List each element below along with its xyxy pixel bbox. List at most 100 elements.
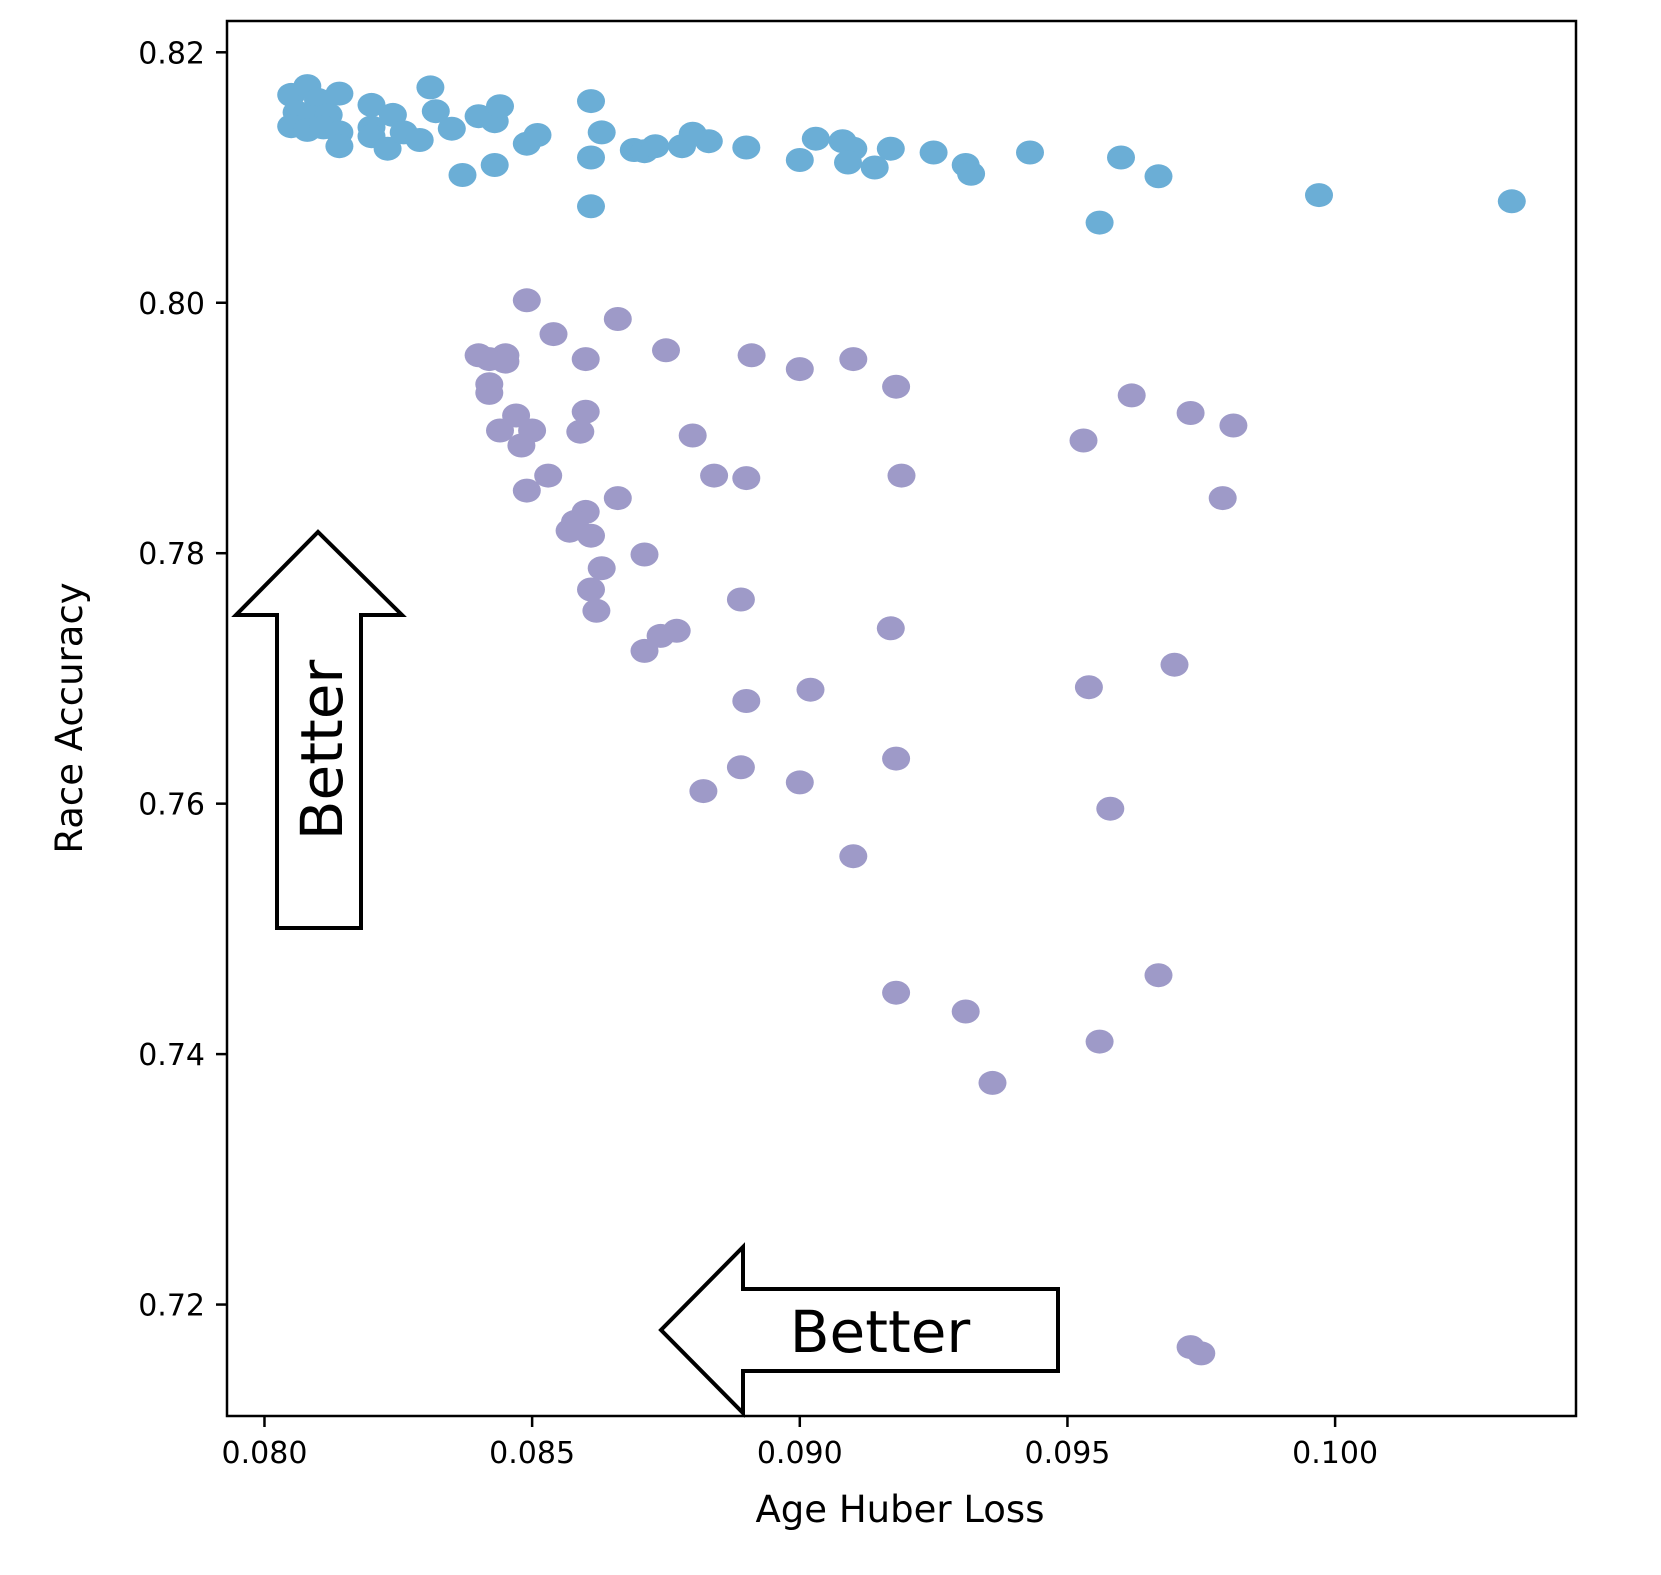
y-tick-label-4: 0.78 [138,537,205,572]
data-point-s1-17 [373,136,402,161]
y-axis-label: Race Accuracy [48,582,91,853]
data-point-s1-31 [587,120,616,145]
data-point-s2-49 [796,677,825,702]
data-point-s1-22 [437,116,466,141]
data-point-s1-45 [834,150,862,175]
x-tick-label-4: 0.095 [1025,1436,1111,1471]
data-point-s1-21 [421,99,450,124]
y-tick-label-5: 0.80 [138,287,205,322]
y-axis: 0.72 0.74 0.76 0.78 0.80 0.82 [138,36,227,1324]
data-point-s2-55 [1096,796,1125,821]
data-point-s2-19 [507,433,536,458]
data-point-s1-50 [957,161,986,186]
data-point-s2-9 [652,338,680,363]
data-point-s2-25 [887,463,916,488]
y-tick-label-2: 0.74 [138,1038,205,1073]
data-point-s2-37 [577,523,605,548]
data-point-s2-20 [571,399,600,424]
data-point-s2-50 [732,689,761,713]
data-point-s1-33 [577,194,605,219]
data-point-s2-33 [603,486,632,511]
data-point-s2-13 [882,374,911,399]
data-point-s2-8 [571,347,600,372]
data-point-s1-36 [641,134,670,159]
data-point-s2-43 [876,616,905,641]
data-point-s1-42 [801,126,830,151]
data-point-s2-52 [726,755,755,780]
data-point-s2-21 [566,419,595,444]
x-axis: 0.080 0.085 0.090 0.095 0.100 [222,1416,1378,1471]
data-point-s1-32 [577,145,605,170]
data-point-s2-60 [1085,1029,1114,1054]
data-point-s2-15 [475,380,504,405]
y-tick-label-3: 0.76 [138,788,205,823]
data-point-s2-46 [630,638,659,663]
data-point-s2-42 [726,587,755,612]
data-point-s2-41 [582,598,611,623]
data-point-s2-58 [882,980,911,1005]
data-point-s2-47 [1160,652,1189,677]
data-point-s2-39 [630,542,659,567]
data-point-s2-40 [577,577,605,602]
better-left-annotation: Better [658,1242,1060,1418]
x-axis-label: Age Huber Loss [756,1488,1045,1531]
up-arrow-shape [231,529,407,930]
data-point-s2-10 [737,343,766,368]
x-tick-label-2: 0.085 [489,1436,575,1471]
plot-frame [225,19,1578,1418]
y-tick-label-1: 0.72 [138,1289,205,1324]
data-point-s2-17 [486,418,514,443]
data-point-s2-26 [1069,428,1098,453]
data-point-s1-41 [785,148,814,172]
data-point-s1-4 [325,81,354,106]
left-arrow-shape [658,1242,1060,1418]
data-point-s2-61 [978,1070,1007,1095]
data-point-s1-55 [1305,183,1333,208]
data-point-s2-12 [839,347,868,372]
data-point-s2-38 [587,556,616,581]
data-point-s1-54 [1144,164,1173,189]
x-tick-label-5: 0.100 [1292,1436,1378,1471]
data-point-s1-53 [1107,145,1135,170]
data-point-s2-31 [534,463,563,488]
data-point-s2-53 [689,779,718,804]
data-point-s1-20 [416,75,445,100]
x-tick-label-3: 0.090 [757,1436,843,1471]
data-point-s2-7 [491,349,520,374]
data-point-s1-40 [732,135,761,160]
data-point-s1-56 [1497,189,1526,214]
data-point-s1-19 [405,128,434,152]
data-point-s2-51 [882,746,911,771]
data-point-s1-51 [1016,140,1044,165]
data-point-s1-27 [480,153,509,177]
data-point-s2-24 [732,466,761,491]
left-arrow-label: Better [790,1298,971,1366]
better-up-annotation: Better [231,529,407,930]
data-point-s2-63 [1187,1341,1216,1366]
data-point-s2-27 [1117,383,1146,408]
data-point-s1-52 [1085,210,1114,235]
data-point-s1-13 [357,92,386,117]
data-point-s2-54 [785,770,814,795]
data-point-s1-47 [876,136,905,161]
data-point-s2-3 [603,307,632,331]
data-point-s2-48 [1074,675,1103,700]
data-point-s2-57 [1144,963,1173,988]
data-point-s1-30 [577,89,605,114]
data-point-s2-29 [1219,413,1248,438]
data-point-s2-32 [512,478,541,503]
up-arrow-label: Better [288,660,356,841]
data-point-s2-2 [539,322,568,347]
data-point-s2-23 [700,463,729,488]
data-point-s1-12 [325,134,354,159]
data-point-s1-48 [919,140,948,165]
y-tick-label-6: 0.82 [138,36,205,71]
data-point-s1-26 [486,94,514,119]
data-point-s2-56 [839,844,868,869]
data-point-s2-30 [1208,486,1237,511]
data-point-s2-28 [1176,401,1205,425]
data-point-s2-22 [678,423,707,448]
data-point-s2-11 [785,357,814,382]
data-point-s2-36 [555,518,584,543]
